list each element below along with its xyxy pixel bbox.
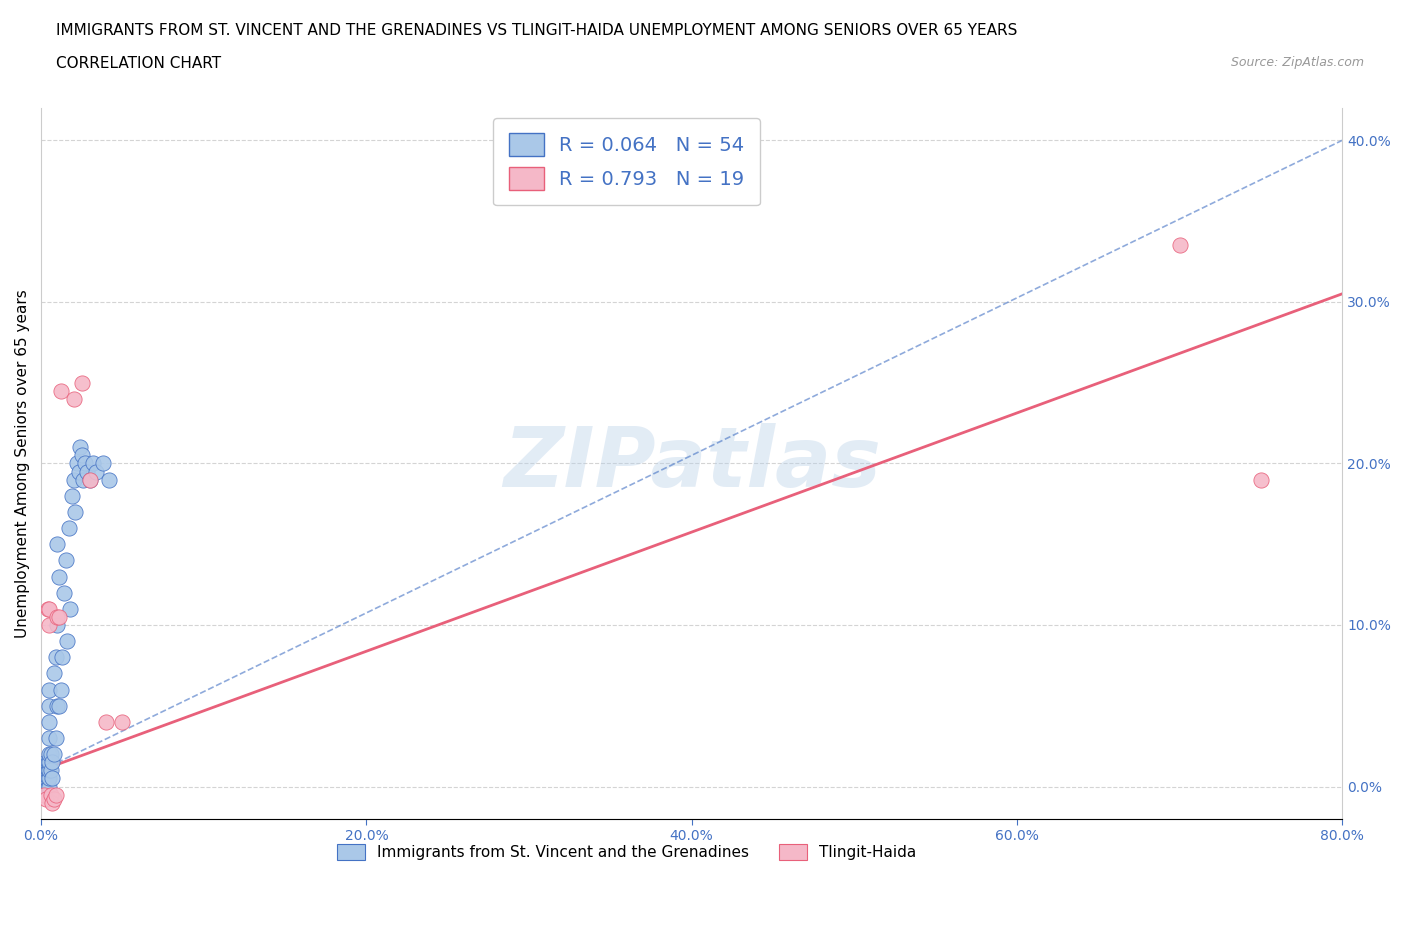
Point <box>58 521 80 536</box>
Point <box>49 383 72 398</box>
Point <box>59 602 82 617</box>
Point <box>48 569 70 584</box>
Point <box>41 755 63 770</box>
Point <box>38 771 60 786</box>
Point <box>38 714 60 729</box>
Point <box>42 792 65 807</box>
Point <box>38 618 60 632</box>
Point <box>48 698 70 713</box>
Point <box>37 771 59 786</box>
Point <box>67 464 90 479</box>
Point <box>96 714 118 729</box>
Point <box>51 650 73 665</box>
Point <box>69 440 91 455</box>
Point <box>73 456 96 471</box>
Point <box>79 472 101 487</box>
Point <box>37 602 59 617</box>
Point <box>42 666 65 681</box>
Point <box>35 771 58 786</box>
Point <box>62 472 84 487</box>
Point <box>48 609 70 624</box>
Point <box>38 755 60 770</box>
Text: ZIPatlas: ZIPatlas <box>503 423 880 504</box>
Point <box>72 472 94 487</box>
Point <box>46 609 69 624</box>
Y-axis label: Unemployment Among Seniors over 65 years: Unemployment Among Seniors over 65 years <box>15 289 30 638</box>
Point <box>34 771 56 786</box>
Point <box>49 683 72 698</box>
Point <box>52 585 75 600</box>
Point <box>82 456 104 471</box>
Text: IMMIGRANTS FROM ST. VINCENT AND THE GRENADINES VS TLINGIT-HAIDA UNEMPLOYMENT AMO: IMMIGRANTS FROM ST. VINCENT AND THE GREN… <box>56 23 1018 38</box>
Point <box>35 755 58 770</box>
Point <box>70 448 93 463</box>
Point <box>38 763 60 777</box>
Point <box>41 771 63 786</box>
Legend: Immigrants from St. Vincent and the Grenadines, Tlingit-Haida: Immigrants from St. Vincent and the Gren… <box>329 837 924 868</box>
Point <box>39 747 62 762</box>
Point <box>55 553 77 568</box>
Point <box>91 456 114 471</box>
Point <box>38 731 60 746</box>
Point <box>76 464 98 479</box>
Point <box>45 731 67 746</box>
Point <box>38 683 60 698</box>
Point <box>46 698 69 713</box>
Point <box>35 779 58 794</box>
Point <box>60 488 83 503</box>
Point <box>37 779 59 794</box>
Point <box>1168 238 1191 253</box>
Point <box>39 787 62 802</box>
Point <box>70 375 93 390</box>
Point <box>38 698 60 713</box>
Point <box>38 779 60 794</box>
Point <box>86 464 108 479</box>
Point <box>34 763 56 777</box>
Point <box>66 456 89 471</box>
Point <box>79 472 101 487</box>
Text: CORRELATION CHART: CORRELATION CHART <box>56 56 221 71</box>
Point <box>45 787 67 802</box>
Point <box>34 779 56 794</box>
Point <box>111 714 134 729</box>
Point <box>56 633 79 648</box>
Point <box>46 537 69 551</box>
Point <box>35 792 58 807</box>
Point <box>62 392 84 406</box>
Point <box>39 763 62 777</box>
Point <box>42 747 65 762</box>
Point <box>41 795 63 810</box>
Text: Source: ZipAtlas.com: Source: ZipAtlas.com <box>1230 56 1364 69</box>
Point <box>45 650 67 665</box>
Point <box>37 755 59 770</box>
Point <box>37 763 59 777</box>
Point <box>65 504 87 519</box>
Point <box>38 747 60 762</box>
Point <box>38 602 60 617</box>
Point <box>34 787 56 802</box>
Point <box>1250 472 1272 487</box>
Point <box>98 472 121 487</box>
Point <box>46 618 69 632</box>
